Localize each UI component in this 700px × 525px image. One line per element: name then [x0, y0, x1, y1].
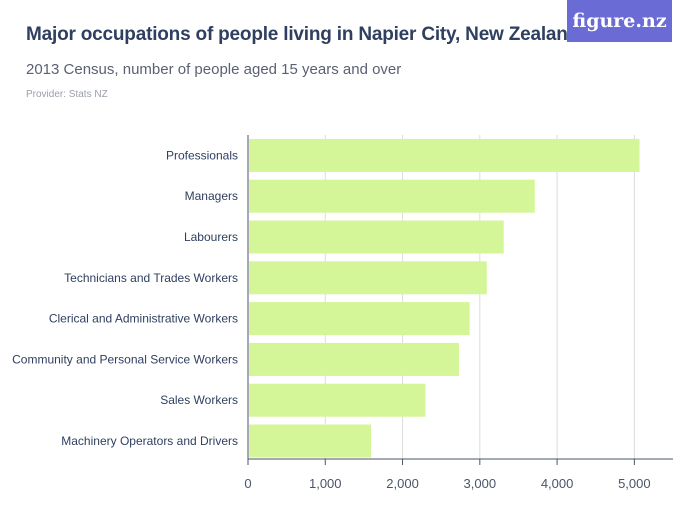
bar — [249, 220, 504, 254]
x-tick-label: 1,000 — [309, 476, 342, 491]
x-tick-label: 3,000 — [464, 476, 497, 491]
category-label: Managers — [185, 189, 238, 203]
category-label: Technicians and Trades Workers — [64, 271, 238, 285]
figure-nz-logo[interactable]: figure.nz — [567, 0, 672, 42]
category-label: Machinery Operators and Drivers — [61, 434, 238, 448]
bar — [249, 383, 426, 417]
bar — [249, 424, 372, 458]
x-tick-label: 0 — [244, 476, 251, 491]
bar — [249, 261, 487, 295]
bars — [249, 138, 640, 458]
category-label: Community and Personal Service Workers — [12, 352, 238, 366]
chart-subtitle: 2013 Census, number of people aged 15 ye… — [26, 61, 402, 78]
bar — [249, 302, 470, 336]
category-label: Sales Workers — [160, 393, 238, 407]
category-label: Professionals — [166, 148, 238, 162]
x-tick-label: 4,000 — [541, 476, 574, 491]
category-label: Clerical and Administrative Workers — [49, 312, 238, 326]
x-tick-label: 2,000 — [386, 476, 419, 491]
category-label: Labourers — [184, 230, 238, 244]
data-provider: Provider: Stats NZ — [26, 89, 108, 100]
x-axis: 0 1,000 2,000 3,000 4,000 5,000 — [244, 135, 673, 491]
bar — [249, 138, 640, 172]
bar — [249, 179, 535, 213]
chart-title: Major occupations of people living in Na… — [26, 24, 580, 45]
bar — [249, 342, 459, 376]
category-labels: Professionals Managers Labourers Technician… — [12, 148, 238, 448]
x-tick-label: 5,000 — [618, 476, 651, 491]
